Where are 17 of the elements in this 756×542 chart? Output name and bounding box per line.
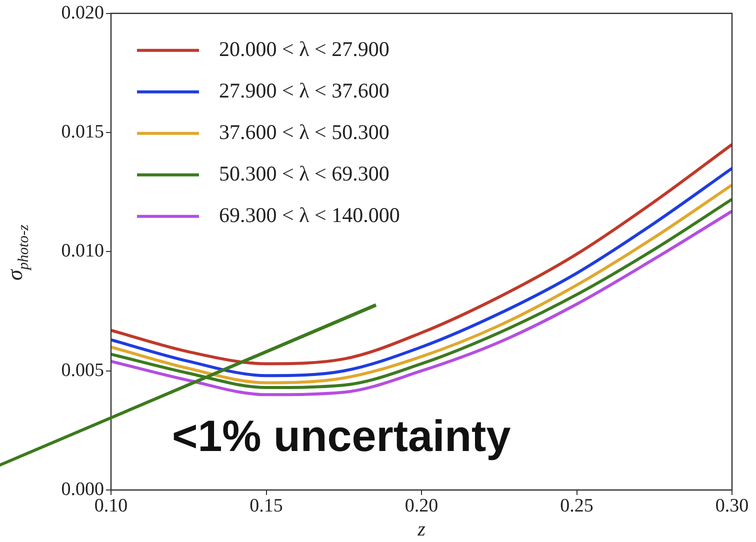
y-tick-label: 0.005 <box>61 360 104 381</box>
line-series <box>111 142 732 366</box>
x-tick-label: 0.15 <box>250 495 283 516</box>
legend-label: 69.300 < λ < 140.000 <box>219 202 400 227</box>
x-tick-label: 0.25 <box>560 495 594 516</box>
legend-label: 37.600 < λ < 50.300 <box>219 120 390 144</box>
x-axis-title: z <box>416 518 426 540</box>
legend-label: 20.000 < λ < 27.900 <box>219 36 390 61</box>
y-axis-title: σphoto-z <box>2 224 32 281</box>
x-tick-label: 0.30 <box>715 495 749 516</box>
x-tick-label: 0.20 <box>404 495 438 516</box>
legend-label: 50.300 < λ < 69.300 <box>219 161 390 186</box>
y-tick-label: 0.010 <box>61 240 104 262</box>
legend-label: 27.900 < λ < 37.600 <box>219 78 390 102</box>
y-tick-label: 0.020 <box>61 2 104 24</box>
annotation: <1% uncertainty <box>172 412 511 462</box>
y-tick-label: 0.015 <box>61 122 104 143</box>
